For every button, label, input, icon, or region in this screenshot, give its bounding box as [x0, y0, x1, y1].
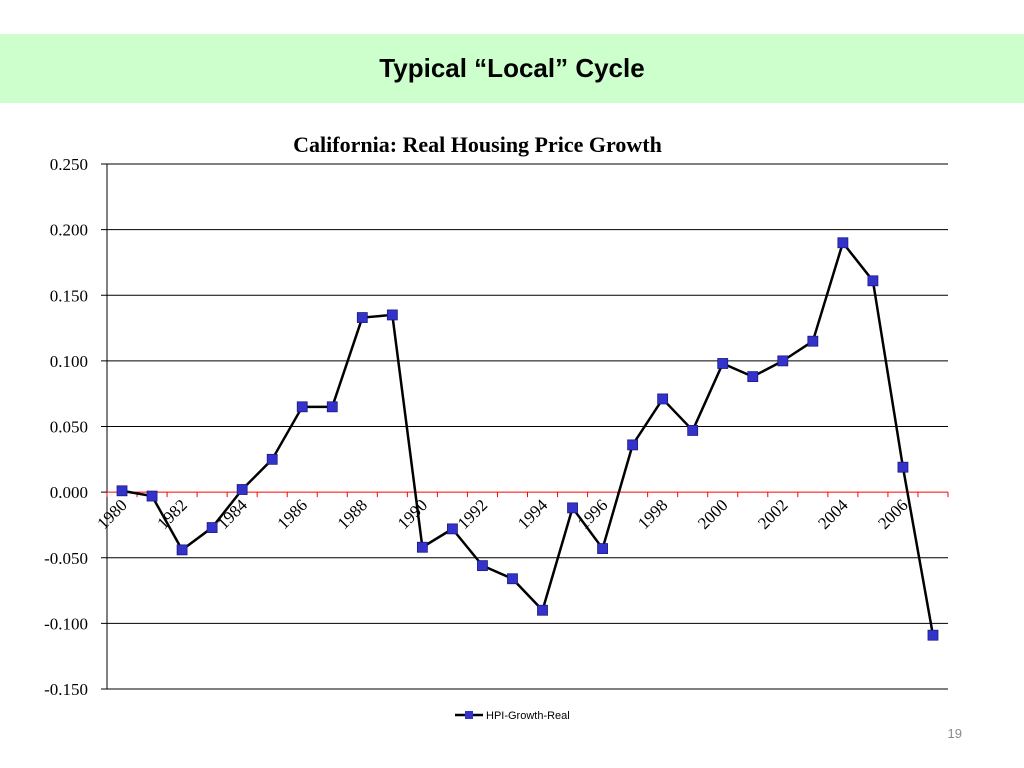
- x-tick-label: 1992: [454, 496, 491, 533]
- x-tick-label: 1998: [634, 496, 671, 533]
- x-tick-label: 1994: [514, 495, 552, 533]
- y-tick-label: -0.050: [44, 549, 88, 568]
- series-line: [121, 241, 935, 636]
- x-tick-label: 1988: [334, 496, 371, 533]
- data-point: [747, 371, 759, 383]
- data-point: [567, 502, 578, 514]
- title-band: Typical “Local” Cycle: [0, 34, 1024, 103]
- data-point: [717, 358, 729, 369]
- chart-title: California: Real Housing Price Growth: [293, 132, 662, 157]
- data-point: [447, 523, 458, 535]
- y-tick-label: -0.150: [44, 680, 88, 699]
- data-point: [206, 522, 218, 533]
- x-tick-label: 1982: [153, 496, 190, 533]
- data-point: [356, 312, 368, 323]
- data-point: [296, 401, 308, 413]
- data-point: [507, 573, 518, 585]
- y-tick-label: 0.250: [50, 155, 88, 174]
- data-point: [477, 560, 488, 572]
- page-number: 19: [947, 726, 962, 741]
- data-point: [176, 544, 188, 556]
- y-tick-label: -0.100: [44, 614, 88, 633]
- data-point: [777, 355, 789, 367]
- x-tick-label: 1980: [93, 496, 130, 533]
- data-point: [116, 485, 128, 497]
- data-point: [657, 393, 669, 405]
- x-tick-label: 2002: [754, 496, 791, 533]
- data-point: [537, 604, 548, 616]
- data-point: [627, 439, 639, 451]
- y-tick-label: 0.150: [50, 286, 88, 305]
- x-tick-label: 1986: [274, 496, 311, 533]
- data-point: [597, 543, 608, 554]
- data-point: [146, 490, 158, 502]
- data-point: [807, 335, 819, 347]
- data-point: [326, 401, 338, 413]
- data-point: [386, 309, 398, 321]
- data-point: [927, 629, 939, 641]
- y-tick-label: 0.000: [50, 483, 88, 502]
- legend-label: HPI-Growth-Real: [486, 710, 570, 722]
- data-point: [236, 484, 248, 495]
- x-tick-label: 1996: [574, 496, 611, 533]
- data-point: [867, 275, 879, 287]
- x-tick-label: 2000: [694, 496, 731, 533]
- y-tick-label: 0.050: [50, 418, 88, 437]
- x-tick-label: 2006: [874, 496, 911, 533]
- data-point: [897, 461, 909, 473]
- legend-marker: [465, 711, 473, 719]
- y-tick-label: 0.100: [50, 352, 88, 371]
- data-point: [416, 541, 428, 553]
- y-tick-label: 0.200: [50, 221, 88, 240]
- x-tick-label: 2004: [814, 495, 852, 533]
- data-point: [687, 425, 699, 436]
- slide-title: Typical “Local” Cycle: [379, 53, 645, 83]
- data-point: [837, 237, 849, 249]
- data-point: [266, 453, 278, 465]
- x-tick-label: 1990: [394, 496, 431, 533]
